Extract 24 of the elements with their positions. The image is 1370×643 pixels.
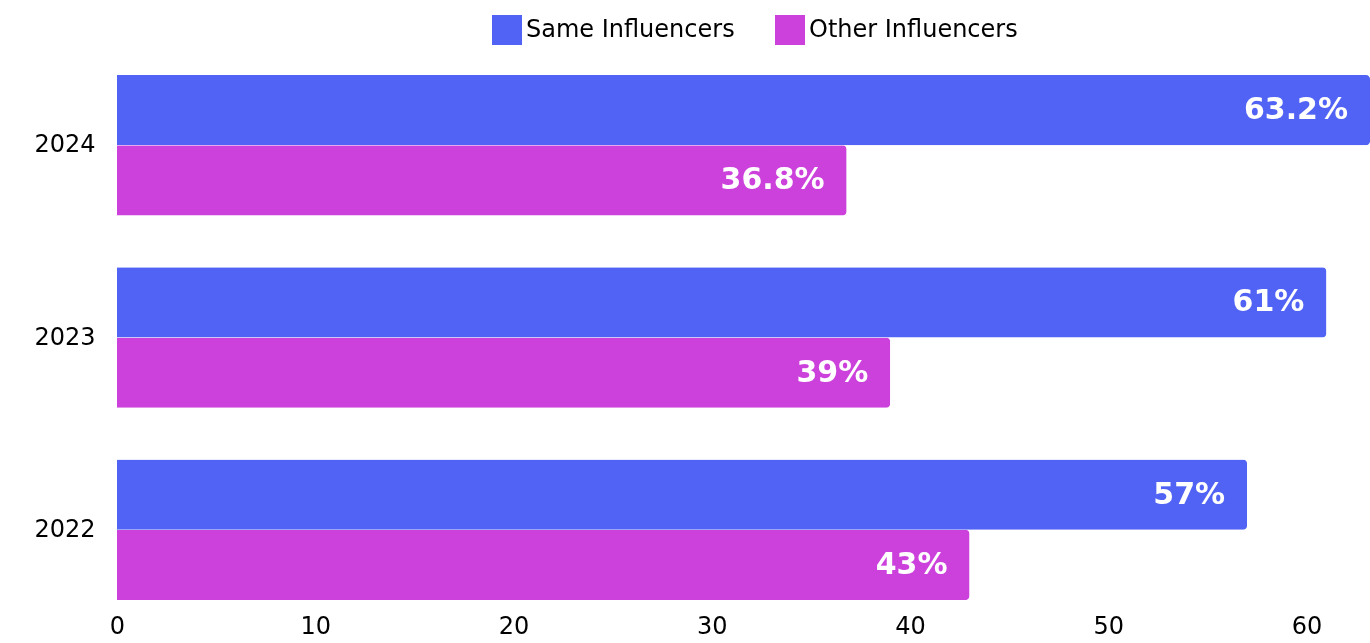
- x-tick-label: 10: [300, 611, 332, 640]
- bar: [117, 145, 847, 216]
- data-label: 36.8%: [720, 161, 825, 197]
- y-tick-label: 2022: [34, 514, 96, 543]
- x-tick-label: 60: [1291, 611, 1323, 640]
- data-label: 63.2%: [1243, 91, 1348, 127]
- data-label: 43%: [875, 545, 948, 581]
- x-tick-label: 0: [109, 611, 126, 640]
- x-tick-label: 40: [895, 611, 926, 640]
- bar: [117, 337, 891, 408]
- x-tick-label: 30: [697, 611, 728, 640]
- bar: [117, 459, 1248, 530]
- y-tick-label: 2024: [34, 130, 96, 159]
- legend-label: Other Influencers: [809, 15, 1018, 43]
- bar: [117, 267, 1327, 338]
- data-label: 57%: [1153, 475, 1226, 511]
- y-tick-label: 2023: [34, 322, 96, 351]
- bar: [117, 75, 1370, 146]
- data-label: 39%: [796, 353, 869, 389]
- x-tick-label: 20: [498, 611, 530, 640]
- legend-label: Same Influencers: [526, 15, 735, 43]
- bar: [117, 529, 970, 600]
- x-tick-label: 50: [1093, 611, 1125, 640]
- data-label: 61%: [1232, 283, 1305, 319]
